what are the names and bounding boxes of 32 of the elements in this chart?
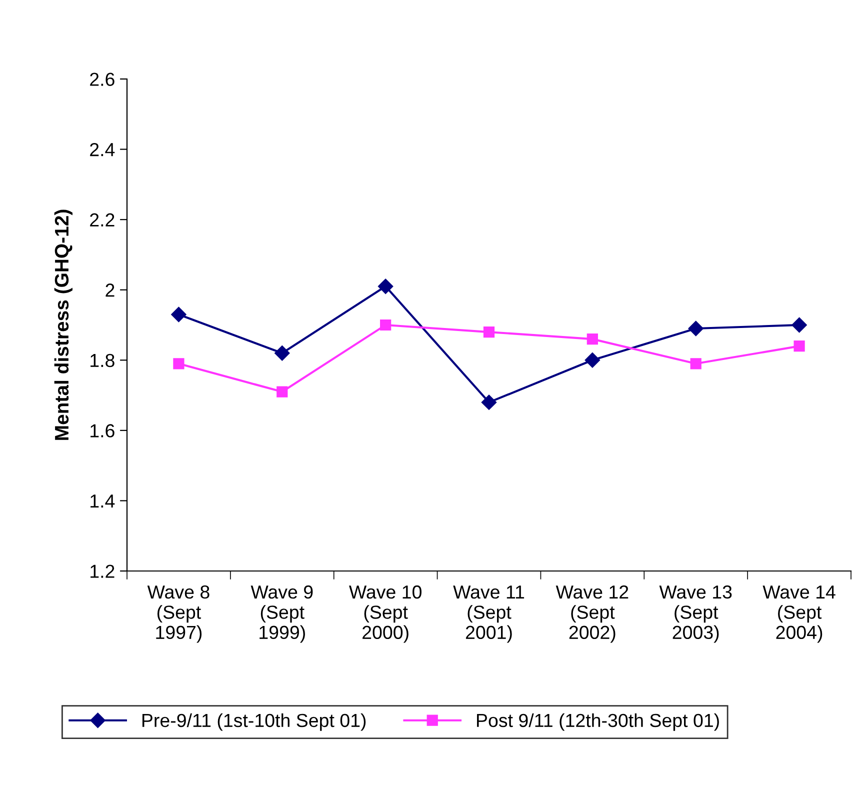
y-tick-label: 1.2 bbox=[90, 564, 114, 578]
y-tick-label: 1.6 bbox=[90, 424, 114, 438]
point bbox=[171, 306, 186, 322]
point bbox=[378, 278, 394, 294]
legend-label: Post 9/11 (12th-30th Sept 01) bbox=[477, 713, 719, 731]
legend-label: Pre-9/11 (1st-10th Sept 01) bbox=[142, 713, 366, 731]
x-tick-label: Wave 13 (Sept 2003) bbox=[659, 585, 732, 643]
y-tick-label: 2.2 bbox=[90, 213, 114, 226]
y-tick-label: 2.6 bbox=[90, 72, 114, 86]
point bbox=[481, 394, 497, 410]
point bbox=[586, 334, 598, 345]
y-tick-label: 2.4 bbox=[90, 142, 115, 156]
point bbox=[276, 386, 288, 398]
x-tick-label: Wave 12 (Sept 2002) bbox=[556, 585, 628, 643]
y-tick-label: 1.8 bbox=[90, 354, 114, 368]
point bbox=[794, 340, 805, 352]
y-tick-label: 2 bbox=[106, 284, 114, 297]
y-tick-label: 1.4 bbox=[90, 494, 115, 508]
point bbox=[274, 346, 290, 361]
y-axis-title: Mental distress (GHQ-12) bbox=[54, 210, 72, 440]
x-tick-label: Wave 10 (Sept 2000) bbox=[349, 585, 422, 643]
point bbox=[688, 320, 704, 336]
x-tick-label: Wave 9 (Sept 1999) bbox=[250, 585, 313, 643]
point bbox=[380, 319, 392, 331]
point bbox=[483, 326, 495, 338]
point bbox=[584, 352, 600, 368]
x-tick-label: Wave 11 (Sept 2001) bbox=[453, 586, 524, 643]
x-tick-label: Wave 14 (Sept 2004) bbox=[762, 586, 836, 643]
x-tick-label: Wave 8 (Sept 1997) bbox=[147, 585, 210, 643]
point bbox=[173, 358, 184, 370]
point bbox=[690, 358, 702, 370]
point bbox=[792, 317, 807, 333]
